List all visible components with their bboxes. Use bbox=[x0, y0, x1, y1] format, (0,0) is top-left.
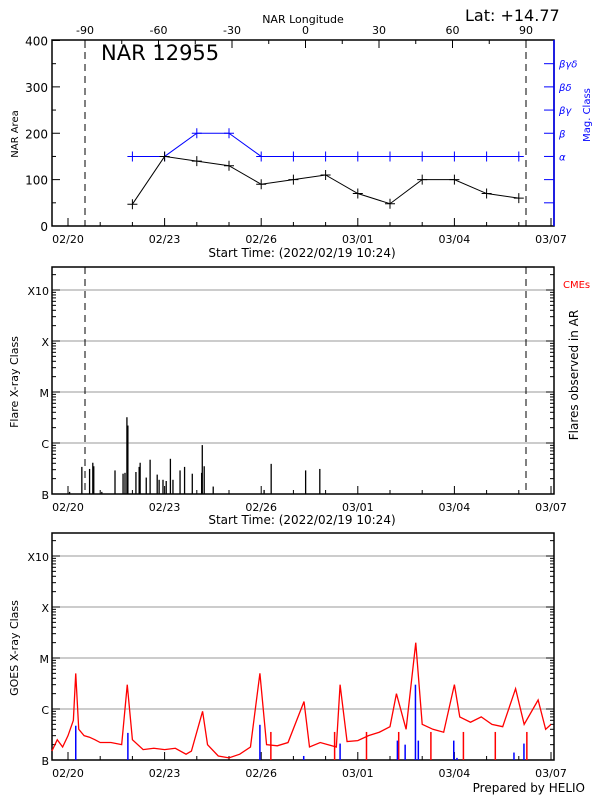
panel1-frame bbox=[51, 39, 555, 227]
panel1-title: NAR 12955 bbox=[101, 41, 219, 65]
panel2-x-tick-label: 03/01 bbox=[342, 501, 374, 514]
top-axis-tick-label: -90 bbox=[76, 24, 94, 37]
panel2-x-tick-label: 02/23 bbox=[149, 501, 181, 514]
nar-area-point bbox=[159, 151, 170, 162]
nar-area-point bbox=[385, 198, 395, 209]
lat-label: Lat: +14.77 bbox=[465, 6, 560, 25]
panel1-x-tick-label: 02/26 bbox=[245, 233, 277, 246]
panel1-y-tick-label: 400 bbox=[25, 35, 48, 49]
nar-area-point bbox=[224, 160, 234, 171]
panel1-x-tick-label: 03/04 bbox=[439, 233, 471, 246]
top-axis-tick-label: 30 bbox=[372, 24, 386, 37]
panel2-xlabel: Start Time: (2022/02/19 10:24) bbox=[208, 513, 395, 527]
panel3-x-tick-label: 02/23 bbox=[149, 767, 181, 780]
panel2-y-tick-label: B bbox=[41, 489, 49, 502]
mag-class-point bbox=[288, 151, 299, 162]
mag-class-point bbox=[320, 151, 331, 162]
panel3-y-tick-label: X bbox=[41, 602, 49, 615]
panel1-x-tick-label: 03/07 bbox=[535, 233, 567, 246]
panel1-xlabel: Start Time: (2022/02/19 10:24) bbox=[208, 246, 395, 260]
panel3-x-tick-label: 03/01 bbox=[342, 767, 374, 780]
panel2-y-tick-label: M bbox=[40, 387, 50, 400]
cme-legend: CMEs bbox=[563, 280, 590, 291]
panel3-x-tick-label: 03/04 bbox=[439, 767, 471, 780]
panel2-y-tick-label: X10 bbox=[27, 285, 49, 298]
mag-class-point bbox=[385, 151, 395, 162]
panel1-y-tick-label: 0 bbox=[40, 220, 48, 234]
mag-class-tick-label: βγδ bbox=[558, 60, 577, 71]
panel1-ylabel: NAR Area bbox=[10, 110, 21, 157]
top-axis-tick-label: 60 bbox=[446, 24, 460, 37]
panel1-x-tick-label: 02/23 bbox=[149, 233, 181, 246]
mag-class-point bbox=[449, 151, 460, 162]
panel1-x-tick-label: 02/20 bbox=[52, 233, 84, 246]
nar-area-point bbox=[481, 188, 492, 199]
mag-class-point bbox=[352, 151, 363, 162]
mag-class-point bbox=[256, 151, 267, 162]
panel2-y-tick-label: C bbox=[41, 438, 49, 451]
top-axis-tick-label: -60 bbox=[150, 24, 168, 37]
top-axis-tick-label: -30 bbox=[223, 24, 241, 37]
panel1-y-tick-label: 100 bbox=[25, 174, 48, 188]
nar-area-point bbox=[417, 174, 428, 185]
panel2-frame bbox=[51, 266, 555, 495]
panel2-x-tick-label: 03/07 bbox=[535, 501, 567, 514]
mag-class-tick-label: βγ bbox=[558, 106, 572, 117]
nar-area-point bbox=[127, 199, 138, 210]
top-axis-tick-label: 90 bbox=[519, 24, 533, 37]
panel2-y-tick-label: X bbox=[41, 336, 49, 349]
nar-area-point bbox=[513, 193, 524, 204]
panel3-y-tick-label: X10 bbox=[27, 551, 49, 564]
panel3-y-tick-label: B bbox=[41, 755, 49, 768]
panel1-y-tick-label: 300 bbox=[25, 81, 48, 95]
goes-flux-line bbox=[51, 642, 552, 759]
panel2-ylabel: Flare X-ray Class bbox=[8, 336, 21, 428]
mag-class-tick-label: α bbox=[559, 152, 566, 163]
mag-class-tick-label: βδ bbox=[558, 83, 572, 94]
panel2-y2label: Flares observed in AR bbox=[567, 310, 581, 440]
nar-area-point bbox=[256, 179, 267, 190]
mag-class-tick-label: β bbox=[558, 129, 566, 140]
top-axis-label: NAR Longitude bbox=[262, 13, 344, 26]
panel3-ylabel: GOES X-ray Class bbox=[8, 600, 21, 696]
panel3-y-tick-label: M bbox=[40, 653, 50, 666]
prepared-by: Prepared by HELIO bbox=[473, 781, 585, 795]
nar-area-line bbox=[131, 155, 519, 205]
nar-area-point bbox=[449, 174, 460, 185]
panel3-x-tick-label: 02/20 bbox=[52, 767, 84, 780]
nar-area-point bbox=[352, 188, 363, 199]
nar-area-point bbox=[288, 174, 299, 185]
nar-area-point bbox=[191, 156, 202, 167]
mag-class-point bbox=[224, 128, 234, 139]
panel1-x-tick-label: 03/01 bbox=[342, 233, 374, 246]
panel2-x-tick-label: 03/04 bbox=[439, 501, 471, 514]
nar-area-point bbox=[320, 169, 331, 180]
panel3-x-tick-label: 03/07 bbox=[535, 767, 567, 780]
panel2-x-tick-label: 02/20 bbox=[52, 501, 84, 514]
panel3-frame bbox=[51, 532, 555, 761]
mag-class-point bbox=[481, 151, 492, 162]
panel3-x-tick-label: 02/26 bbox=[245, 767, 277, 780]
top-axis-tick-label: 0 bbox=[302, 24, 309, 37]
mag-class-point bbox=[417, 151, 428, 162]
mag-class-point bbox=[191, 128, 202, 139]
panel3-y-tick-label: C bbox=[41, 704, 49, 717]
mag-class-point bbox=[513, 151, 524, 162]
panel1-y2label: Mag. Class bbox=[582, 88, 593, 142]
panel1-y-tick-label: 200 bbox=[25, 127, 48, 141]
panel2-x-tick-label: 02/26 bbox=[245, 501, 277, 514]
mag-class-point bbox=[127, 151, 138, 162]
